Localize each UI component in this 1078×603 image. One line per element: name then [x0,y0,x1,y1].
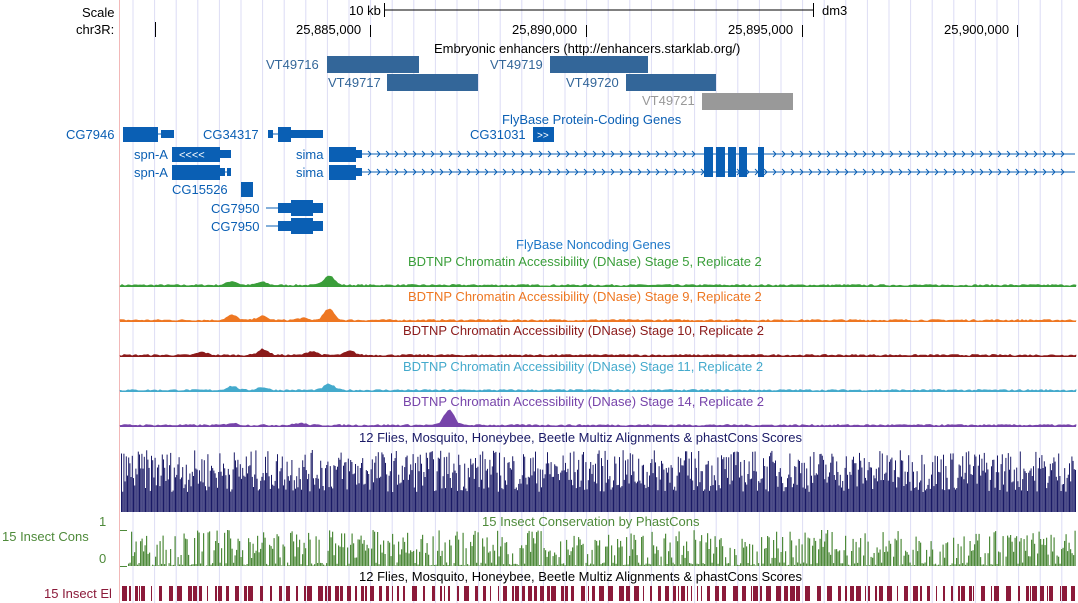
enhancer-vt49716 [327,56,419,73]
elements-side-label[interactable]: 15 Insect El [44,586,112,601]
enhancer-features [327,56,793,110]
enhancer-vt49720 [626,74,716,91]
gene-label-spn-a-2[interactable]: spn-A [134,165,168,180]
enhancer-label-vt49720[interactable]: VT49720 [566,75,619,90]
dnase-stage9-title[interactable]: BDTNP Chromatin Accessibility (DNase) St… [408,289,762,304]
gene-spn-a-2 [172,165,231,180]
ruler-tick-3: 25,895,000 [728,22,794,37]
flybase-coding-title[interactable]: FlyBase Protein-Coding Genes [502,112,682,127]
gene-label-sima-1[interactable]: sima [296,147,324,162]
gene-label-cg15526[interactable]: CG15526 [172,182,228,197]
flybase-noncoding-title[interactable]: FlyBase Noncoding Genes [516,237,671,252]
enhancer-label-vt49716[interactable]: VT49716 [266,57,319,72]
dnase-stage10-title[interactable]: BDTNP Chromatin Accessibility (DNase) St… [403,323,765,338]
phastcons-axis-max: 1 [99,514,107,529]
svg-text:>>: >> [537,131,549,142]
gene-sima-1 [329,147,1075,177]
gene-label-cg31031[interactable]: CG31031 [470,127,526,142]
ruler-tick-4: 25,900,000 [944,22,1010,37]
enhancer-vt49717 [387,74,478,91]
dnase-signal-tracks [119,275,1077,427]
gene-label-sima-2[interactable]: sima [296,165,324,180]
phastcons-axis-min: 0 [99,551,107,566]
gene-label-cg7946[interactable]: CG7946 [66,127,115,142]
phastcons-signal-track [128,530,1076,566]
assembly-label: dm3 [822,3,848,18]
phastcons-side-label[interactable]: 15 Insect Cons [2,529,89,544]
enhancer-vt49721 [702,93,793,110]
scale-bar-label: 10 kb [349,3,381,18]
gene-cg7950-2 [266,218,323,234]
gene-models: >> <<<< [123,127,1075,234]
gene-label-spn-a-1[interactable]: spn-A [134,147,168,162]
conserved-elements-track [122,586,1075,601]
gene-cg31031: >> [533,127,554,142]
enhancer-vt49719 [550,56,648,73]
gene-spn-a-1: <<<< [172,147,231,162]
gene-label-cg7950-1[interactable]: CG7950 [211,201,260,216]
gene-cg34317 [268,127,323,142]
gene-cg15526 [241,182,253,197]
dnase-stage14-title[interactable]: BDTNP Chromatin Accessibility (DNase) St… [403,394,765,409]
phastcons-title[interactable]: 15 Insect Conservation by PhastCons [482,514,700,529]
enhancer-label-vt49721[interactable]: VT49721 [642,93,695,108]
gene-sima-2 [329,165,1075,180]
multiz-signal-track [121,450,1076,512]
dnase-stage5-title[interactable]: BDTNP Chromatin Accessibility (DNase) St… [408,254,762,269]
gene-cg7946 [123,127,174,142]
enhancer-label-vt49717[interactable]: VT49717 [328,75,381,90]
ruler [155,3,1018,37]
scale-label: Scale [82,5,115,20]
gene-cg7950-1 [266,200,323,216]
enhancer-label-vt49719[interactable]: VT49719 [490,57,543,72]
dnase-stage11-title[interactable]: BDTNP Chromatin Accessibility (DNase) St… [403,359,764,374]
gene-label-cg34317[interactable]: CG34317 [203,127,259,142]
ruler-tick-1: 25,885,000 [296,22,362,37]
ruler-tick-2: 25,890,000 [512,22,578,37]
multiz-title[interactable]: 12 Flies, Mosquito, Honeybee, Beetle Mul… [359,430,802,445]
svg-text:<<<<: <<<< [179,150,205,162]
elements-title[interactable]: 12 Flies, Mosquito, Honeybee, Beetle Mul… [359,569,802,584]
gene-label-cg7950-2[interactable]: CG7950 [211,219,260,234]
enhancers-track-title[interactable]: Embryonic enhancers (http://enhancers.st… [434,41,741,56]
chrom-label: chr3R: [76,22,115,37]
